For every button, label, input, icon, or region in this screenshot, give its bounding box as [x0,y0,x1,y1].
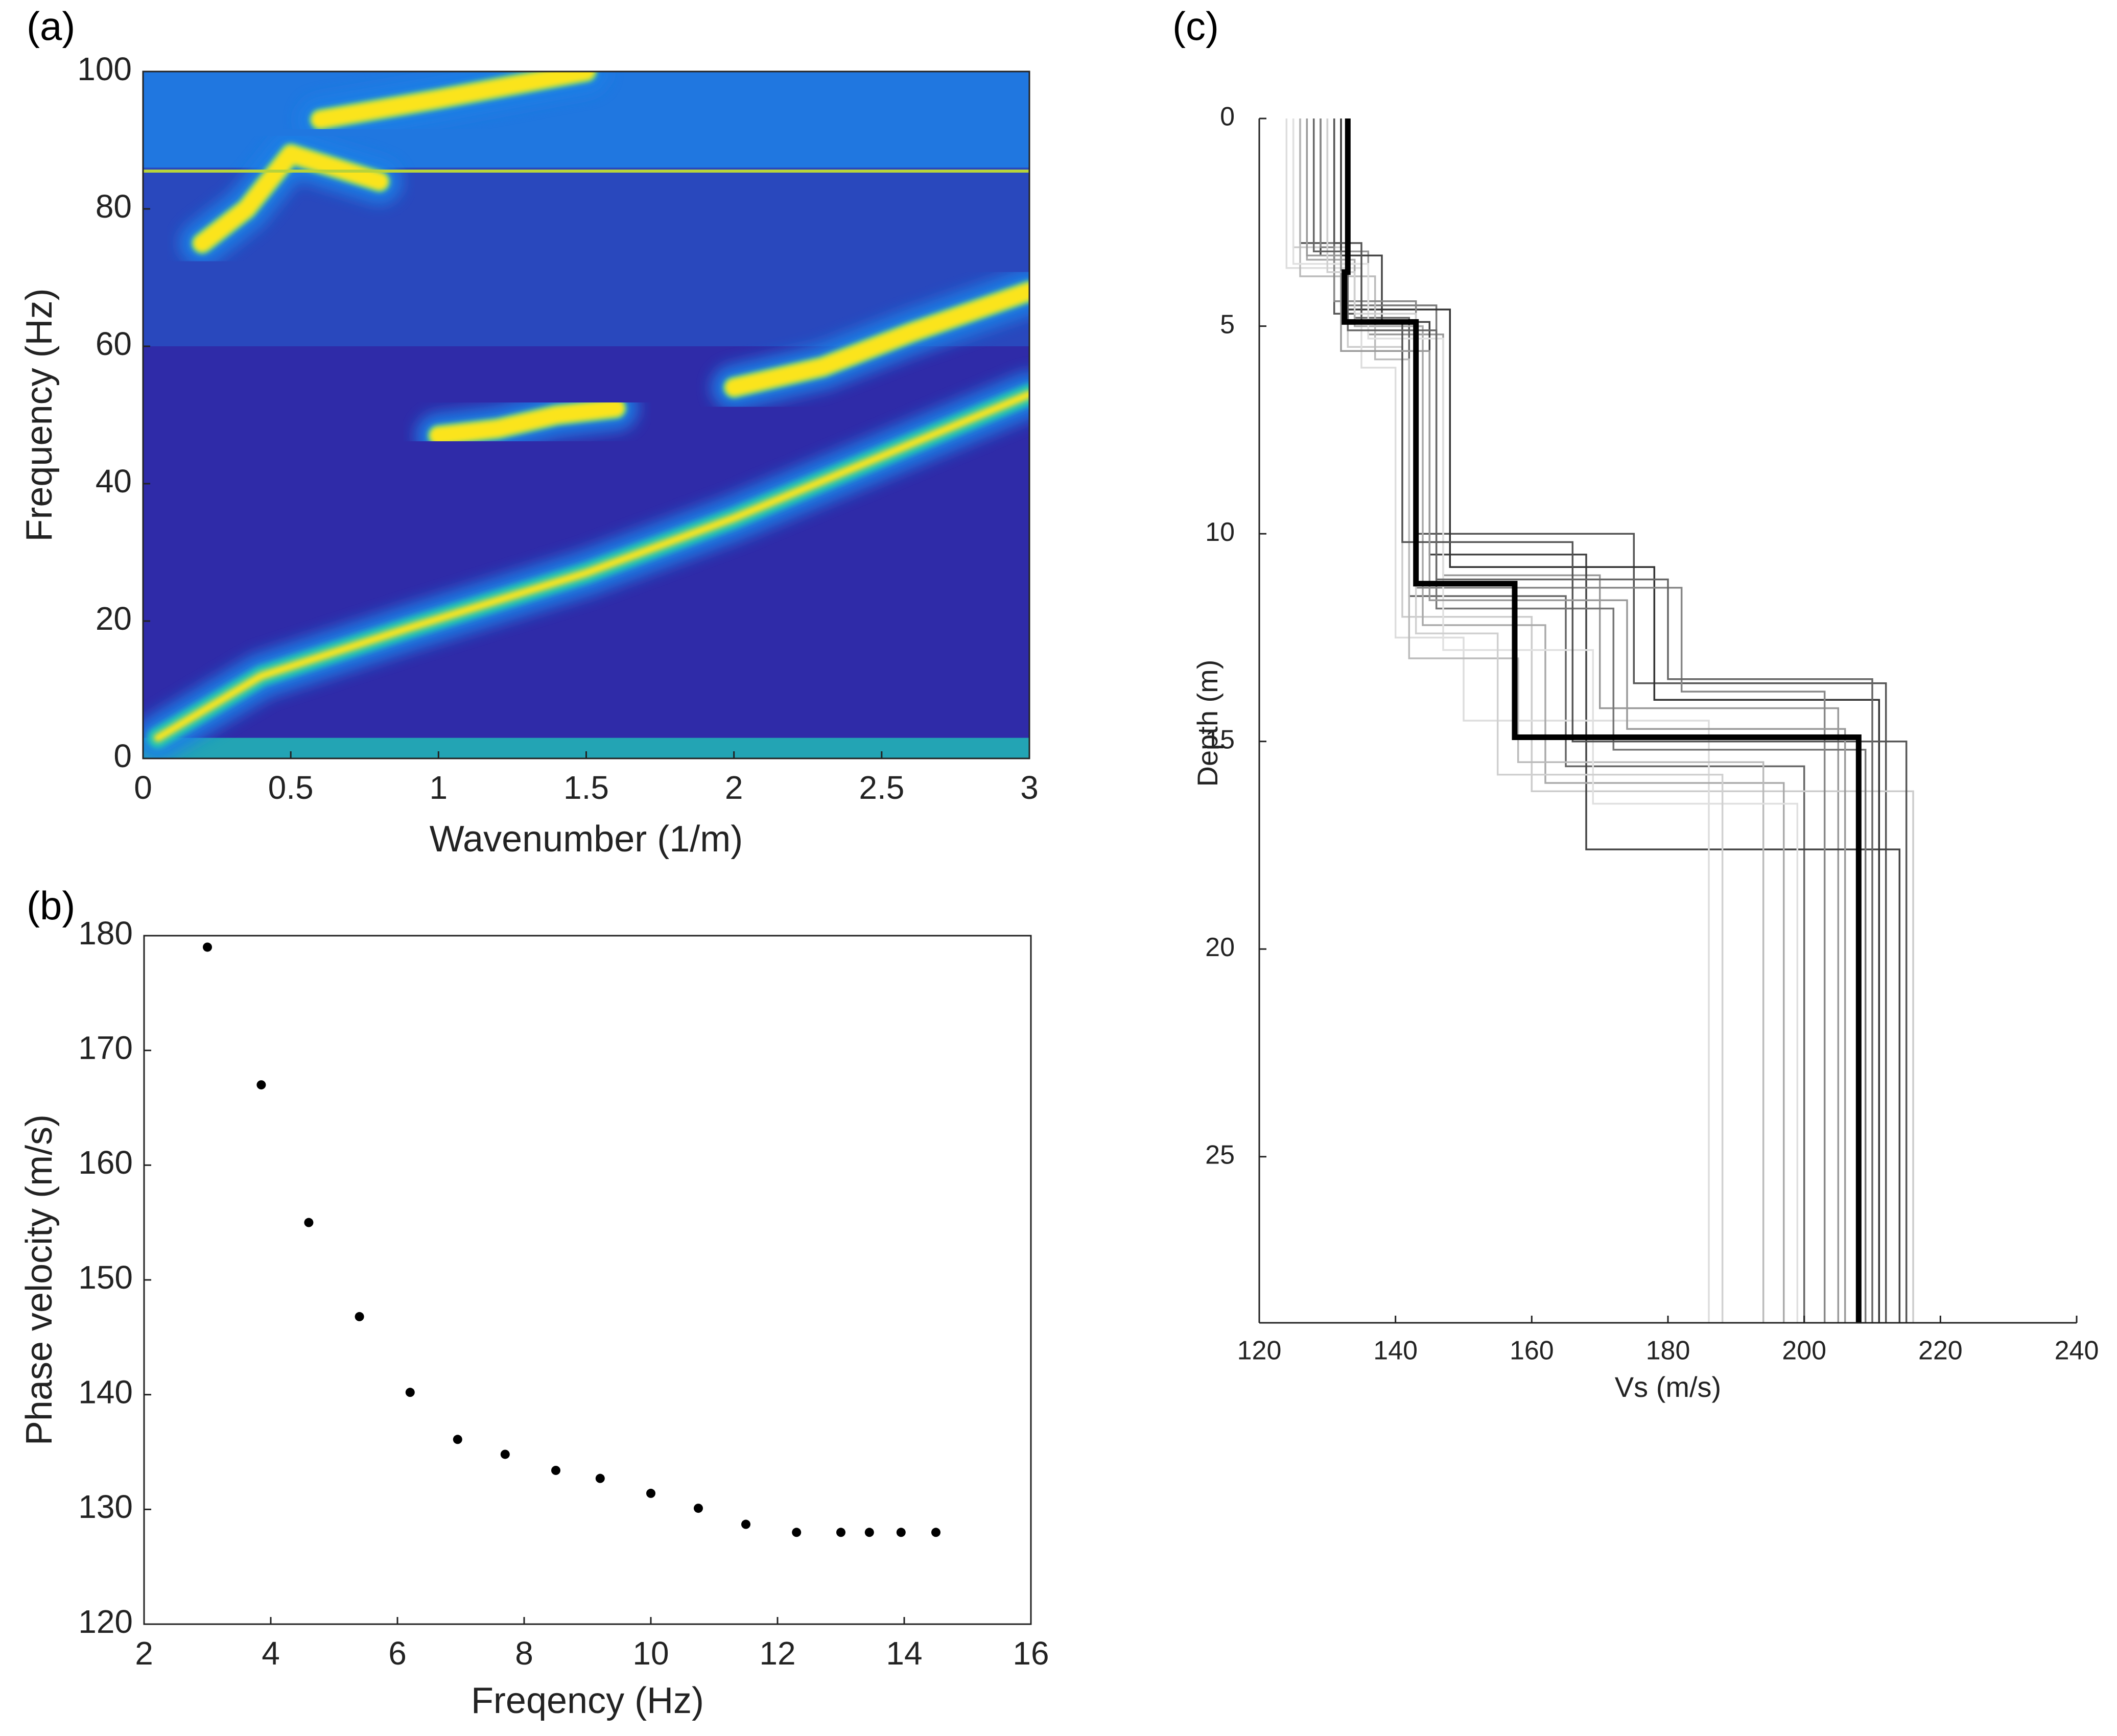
y-tick-label-c: 0 [1220,102,1235,132]
profile-line [1312,118,1873,1323]
x-tick-label-b: 6 [388,1635,407,1672]
x-tick-label-b: 8 [515,1635,533,1672]
x-tick-label-c: 140 [1373,1336,1418,1366]
y-tick-label-a: 20 [96,600,132,637]
x-tick-label-b: 2 [135,1635,153,1672]
x-tick-label-a: 0.5 [268,769,314,806]
x-tick-label-a: 2.5 [859,769,904,806]
y-tick-label-c: 5 [1220,310,1235,339]
best-profile-line [1342,118,1862,1323]
data-point [500,1449,510,1459]
y-tick-label-b: 120 [78,1603,133,1640]
x-tick-label-a: 0 [134,769,152,806]
profile-line [1306,118,1785,1323]
profile-lines [1285,118,1914,1323]
x-tick-label-c: 220 [1918,1336,1963,1366]
data-point [355,1312,364,1321]
ridge-core [153,390,1029,742]
ridge-core [724,282,1029,397]
panel-a-label: (a) [27,4,76,49]
data-point [551,1465,560,1475]
y-tick-label-a: 80 [96,188,132,225]
profile-line [1306,118,1846,1323]
y-tick-label-c: 10 [1205,517,1235,547]
panel-c: 120 140 160 180 200 220 240 0 5 10 15 20 25 Vs (m/s) D… [1191,102,2099,1403]
x-axis-label-c: Vs (m/s) [1615,1371,1721,1403]
data-point [931,1528,940,1537]
data-point [836,1528,845,1537]
ridge-core [311,72,596,129]
y-tick-label-b: 160 [78,1144,133,1181]
data-point [453,1435,462,1444]
y-tick-label-b: 130 [78,1488,133,1525]
x-tick-label-c: 200 [1782,1336,1826,1366]
y-tick-label-a: 100 [77,51,132,87]
y-tick-label-b: 140 [78,1374,133,1411]
profile-line [1299,118,1765,1323]
x-axis-label-a: Wavenumber (1/m) [430,819,743,860]
data-point [304,1218,314,1227]
y-tick-label-c: 25 [1205,1140,1235,1170]
x-tick-label-c: 160 [1510,1336,1554,1366]
y-tick-label-a: 60 [96,325,132,362]
profile-line [1292,118,1799,1323]
data-point [896,1528,906,1537]
y-tick-label-c: 20 [1205,933,1235,962]
x-tick-label-b: 4 [262,1635,280,1672]
y-axis-label-b: Phase velocity (m/s) [19,1114,60,1445]
x-tick-label-a: 1 [430,769,448,806]
ridge-core [429,399,625,445]
data-point [256,1080,266,1090]
x-axis-label-b: Freqency (Hz) [471,1680,704,1721]
data-point [405,1388,415,1397]
data-point [595,1473,605,1483]
y-axis-label-c: Depth (m) [1191,660,1224,787]
heatmap-mid-band [143,168,1029,346]
data-point [203,942,212,952]
panel-b-label: (b) [27,883,76,928]
data-point [864,1528,874,1537]
data-point [694,1504,703,1513]
data-point [741,1519,750,1529]
profile-line [1285,118,1710,1323]
data-point [792,1528,802,1537]
y-tick-label-a: 0 [113,738,132,774]
y-tick-label-b: 150 [78,1259,133,1296]
y-tick-label-b: 180 [78,915,133,952]
x-tick-label-b: 16 [1013,1635,1049,1672]
y-tick-label-b: 170 [78,1030,133,1066]
axes-box-b [143,935,1032,1625]
x-tick-label-b: 10 [632,1635,669,1672]
y-axis-label-a: Frequency (Hz) [19,288,60,541]
panel-c-label: (c) [1172,4,1219,49]
x-tick-label-b: 12 [759,1635,795,1672]
x-tick-label-b: 14 [886,1635,922,1672]
y-tick-label-c: 15 [1205,725,1235,754]
panel-b: 2 4 6 8 10 12 14 16 120 130 140 150 160 170 180 Freqenc… [19,915,1049,1721]
x-tick-label-a: 1.5 [563,769,609,806]
panel-a: 0 0.5 1 1.5 2 2.5 3 0 20 40 60 80 100 Wavenumber (1/m… [19,51,1039,860]
x-tick-label-c: 240 [2055,1336,2099,1366]
x-tick-label-a: 2 [725,769,743,806]
x-tick-label-a: 3 [1020,769,1039,806]
x-tick-label-c: 120 [1237,1336,1282,1366]
heatmap-area [143,72,1029,758]
data-point [646,1488,655,1498]
y-tick-label-a: 40 [96,463,132,500]
x-tick-label-c: 180 [1646,1336,1690,1366]
ridge-core [193,145,389,253]
